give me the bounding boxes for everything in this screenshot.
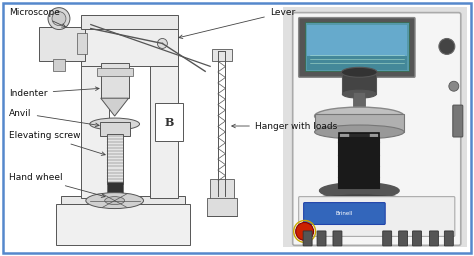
FancyBboxPatch shape (107, 134, 123, 184)
Ellipse shape (315, 194, 404, 208)
Text: Hanger with loads: Hanger with loads (232, 122, 337, 131)
FancyBboxPatch shape (207, 198, 237, 216)
Ellipse shape (315, 125, 404, 139)
FancyBboxPatch shape (399, 231, 408, 246)
Text: B: B (164, 116, 174, 127)
Text: Anvil: Anvil (9, 109, 99, 127)
Text: Microscope: Microscope (9, 8, 65, 27)
FancyBboxPatch shape (56, 204, 190, 245)
Ellipse shape (52, 12, 66, 26)
Ellipse shape (319, 183, 399, 199)
FancyBboxPatch shape (293, 13, 461, 245)
FancyBboxPatch shape (349, 133, 369, 191)
Ellipse shape (449, 81, 459, 91)
Ellipse shape (105, 197, 125, 205)
FancyBboxPatch shape (383, 231, 392, 246)
FancyBboxPatch shape (303, 231, 312, 246)
Ellipse shape (48, 8, 70, 29)
FancyBboxPatch shape (155, 103, 183, 141)
FancyBboxPatch shape (81, 60, 109, 198)
FancyBboxPatch shape (299, 18, 415, 77)
FancyBboxPatch shape (61, 196, 185, 204)
Text: Lever: Lever (179, 8, 295, 38)
Ellipse shape (315, 107, 404, 125)
FancyBboxPatch shape (101, 63, 128, 98)
FancyBboxPatch shape (150, 60, 178, 198)
FancyBboxPatch shape (453, 105, 463, 137)
FancyBboxPatch shape (353, 92, 365, 114)
Ellipse shape (90, 118, 139, 130)
FancyBboxPatch shape (283, 7, 467, 247)
FancyBboxPatch shape (444, 231, 453, 246)
FancyBboxPatch shape (81, 25, 178, 66)
FancyBboxPatch shape (315, 114, 404, 132)
Text: Brinell: Brinell (336, 211, 353, 216)
FancyBboxPatch shape (210, 179, 234, 201)
Ellipse shape (86, 193, 144, 209)
FancyBboxPatch shape (39, 27, 85, 61)
FancyBboxPatch shape (107, 182, 123, 194)
FancyBboxPatch shape (333, 231, 342, 246)
Ellipse shape (296, 222, 314, 240)
FancyBboxPatch shape (342, 72, 376, 94)
FancyBboxPatch shape (317, 231, 326, 246)
FancyBboxPatch shape (77, 33, 87, 55)
FancyBboxPatch shape (100, 122, 129, 136)
FancyBboxPatch shape (97, 68, 133, 76)
FancyBboxPatch shape (81, 15, 178, 28)
FancyBboxPatch shape (299, 197, 455, 236)
Text: Indenter: Indenter (9, 87, 99, 98)
FancyBboxPatch shape (304, 202, 385, 225)
FancyBboxPatch shape (212, 49, 232, 61)
Polygon shape (101, 98, 128, 116)
Text: Elevating screw: Elevating screw (9, 132, 105, 155)
FancyBboxPatch shape (429, 231, 438, 246)
FancyBboxPatch shape (3, 3, 471, 253)
Ellipse shape (157, 38, 167, 48)
Ellipse shape (341, 67, 377, 77)
Ellipse shape (439, 38, 455, 55)
FancyBboxPatch shape (307, 25, 407, 56)
FancyBboxPatch shape (412, 231, 421, 246)
Text: Hand wheel: Hand wheel (9, 173, 105, 197)
FancyBboxPatch shape (53, 59, 65, 71)
FancyBboxPatch shape (307, 56, 407, 70)
Ellipse shape (342, 90, 376, 98)
FancyBboxPatch shape (305, 22, 409, 71)
